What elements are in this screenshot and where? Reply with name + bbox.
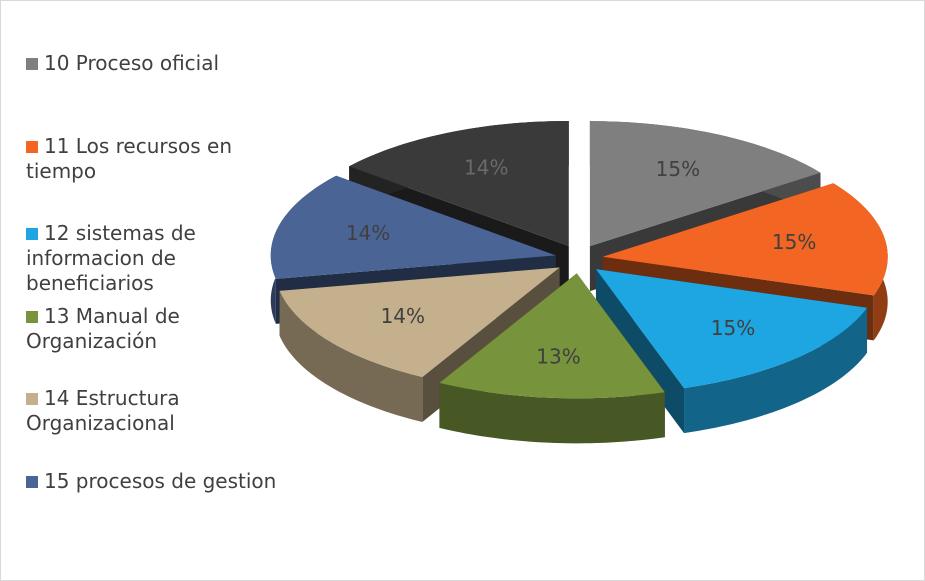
- legend-swatch: [26, 393, 38, 405]
- legend-label: 13 Manual de Organización: [26, 304, 180, 353]
- legend-item: 15 procesos de gestion: [26, 469, 326, 494]
- data-label: 13%: [536, 344, 580, 368]
- legend-label: 11 Los recursos en tiempo: [26, 134, 233, 183]
- data-label: 15%: [772, 230, 816, 254]
- data-label: 14%: [464, 156, 508, 180]
- data-label: 15%: [656, 157, 700, 181]
- legend-label: 12 sistemas de informacion de beneficiar…: [26, 221, 196, 295]
- legend-swatch: [26, 311, 38, 323]
- slice-wall: [279, 290, 423, 423]
- slice-top: [349, 120, 569, 246]
- legend-label: 10 Proceso oficial: [44, 51, 220, 75]
- legend-item: 13 Manual de Organización: [26, 304, 236, 354]
- data-label: 14%: [346, 221, 390, 245]
- legend-item: 11 Los recursos en tiempo: [26, 134, 266, 184]
- slice: 13%: [439, 273, 665, 444]
- slice-top: [602, 183, 888, 296]
- slice-top: [439, 273, 665, 399]
- legend-label: 14 Estructura Organizacional: [26, 386, 180, 435]
- slice-top: [589, 121, 821, 247]
- legend-item: 10 Proceso oficial: [26, 51, 266, 76]
- slice-top: [279, 267, 560, 378]
- slice-top: [270, 175, 556, 279]
- slice-wall: [439, 382, 665, 444]
- legend-item: 14 Estructura Organizacional: [26, 386, 236, 436]
- slice-top: [595, 269, 868, 389]
- data-label: 14%: [381, 304, 425, 328]
- legend-swatch: [26, 141, 38, 153]
- legend-swatch: [26, 476, 38, 488]
- slice-wall: [684, 307, 868, 434]
- legend-item: 12 sistemas de informacion de beneficiar…: [26, 221, 236, 296]
- legend-swatch: [26, 228, 38, 240]
- legend-label: 15 procesos de gestion: [44, 469, 277, 493]
- data-label: 15%: [711, 316, 755, 340]
- legend-swatch: [26, 58, 38, 70]
